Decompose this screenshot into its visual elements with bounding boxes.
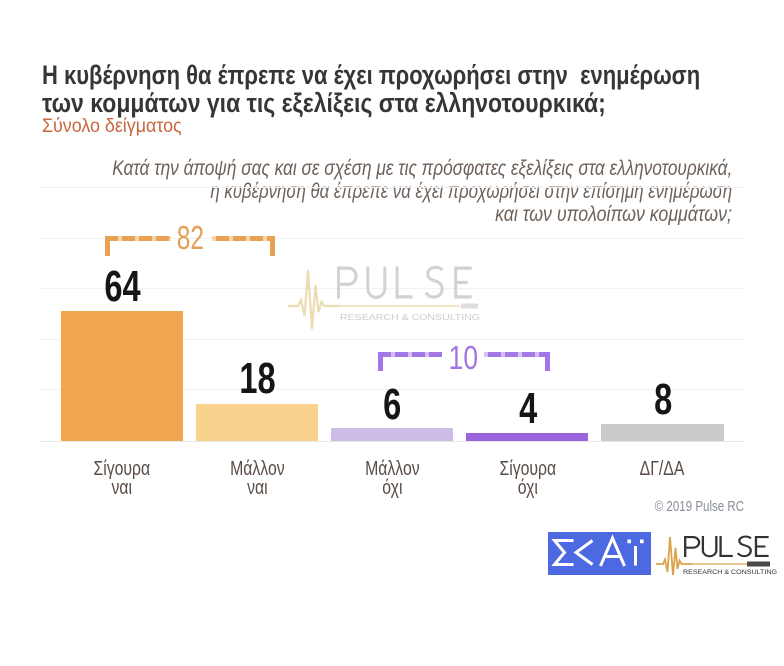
svg-text:RESEARCH & CONSULTING: RESEARCH & CONSULTING (340, 313, 480, 322)
svg-text:RESEARCH & CONSULTING: RESEARCH & CONSULTING (683, 569, 777, 576)
